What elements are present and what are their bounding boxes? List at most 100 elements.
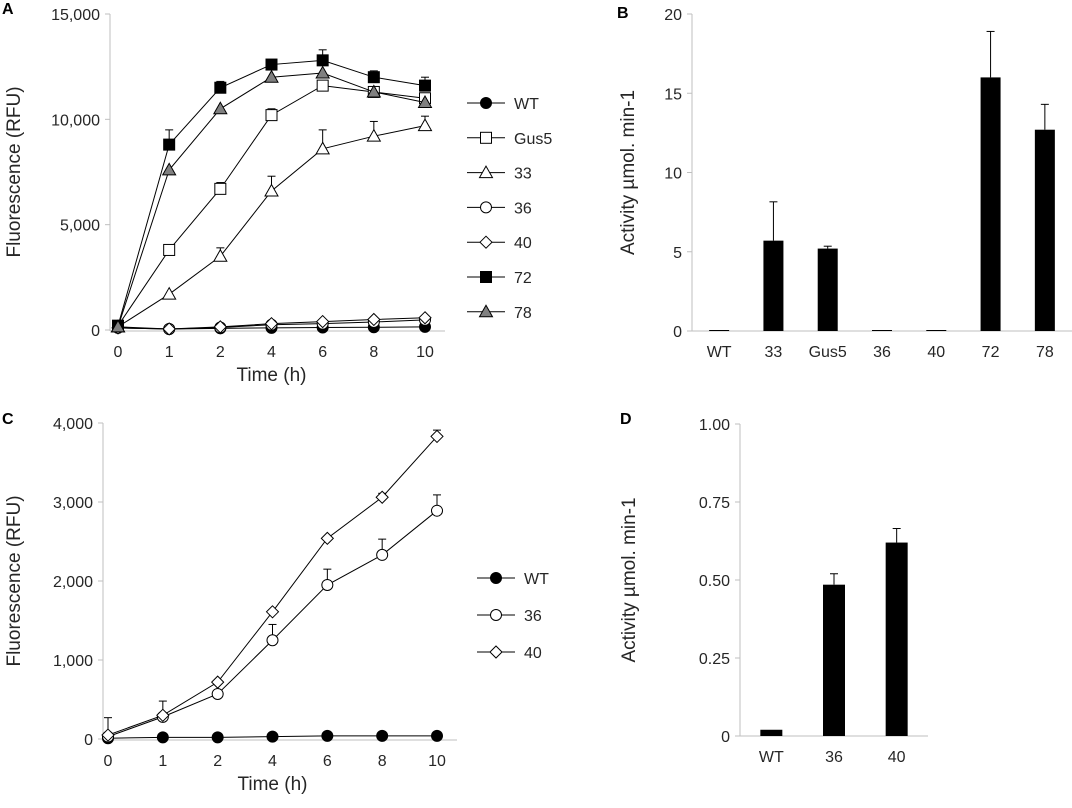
y-tick-label: 0.25 xyxy=(699,651,730,668)
data-point xyxy=(101,728,115,742)
x-tick-label: Gus5 xyxy=(809,344,847,361)
y-tick-label: 10,000 xyxy=(51,112,100,129)
series-line xyxy=(107,436,438,736)
legend-label: Gus5 xyxy=(514,131,552,148)
data-point xyxy=(367,71,380,84)
y-tick-label: 0.75 xyxy=(699,495,730,512)
bar-gus5 xyxy=(817,245,838,331)
bar xyxy=(817,248,838,331)
bar-33 xyxy=(763,201,784,331)
data-point xyxy=(266,634,279,647)
y-tick-label: 0 xyxy=(721,729,730,746)
data-point xyxy=(214,81,227,94)
panel-letter-d: D xyxy=(620,411,632,428)
x-tick-label: 6 xyxy=(318,344,327,361)
x-tick-label: 2 xyxy=(216,344,225,361)
bar xyxy=(980,77,1001,332)
bar-78 xyxy=(1034,103,1055,331)
data-point xyxy=(315,314,330,329)
series-78 xyxy=(110,65,433,333)
data-point xyxy=(214,182,227,195)
data-point xyxy=(210,675,225,689)
legend-marker xyxy=(480,271,492,283)
bar xyxy=(760,729,783,736)
bar-36 xyxy=(823,573,845,736)
y-tick-label: 1,000 xyxy=(53,653,93,670)
data-point xyxy=(161,162,177,176)
bar xyxy=(823,584,845,736)
data-point xyxy=(376,729,389,742)
bar xyxy=(1034,129,1055,331)
legend-item: 40 xyxy=(467,235,532,252)
data-point xyxy=(212,248,228,262)
legend-marker xyxy=(490,572,502,584)
y-tick-label: 0 xyxy=(673,324,682,341)
legend-label: WT xyxy=(524,571,549,588)
legend-label: 72 xyxy=(514,270,532,287)
legend-item: WT xyxy=(467,96,539,113)
legend-item: 78 xyxy=(467,304,532,322)
x-tick-label: 2 xyxy=(213,753,222,770)
x-axis-title: Time (h) xyxy=(237,774,307,795)
bar-wt xyxy=(760,729,783,736)
data-point xyxy=(265,605,280,619)
panel-b-bar-chart: 0 5 10 15 20 WT 33 Gus5 36 40 72 78 Activity µmol. m… xyxy=(618,7,1072,361)
legend-item: 36 xyxy=(477,608,542,625)
legend-marker xyxy=(478,165,494,179)
data-point xyxy=(431,729,443,742)
panel-letter-b: B xyxy=(617,5,629,22)
y-axis-title: Activity µmol. min-1 xyxy=(618,90,639,255)
x-tick-label: 8 xyxy=(369,344,378,361)
y-tick-label: 0.50 xyxy=(699,573,730,590)
data-point xyxy=(163,138,176,151)
data-point xyxy=(417,94,433,108)
x-tick-label: 78 xyxy=(1036,344,1054,361)
bar xyxy=(709,330,730,331)
data-point xyxy=(430,429,444,444)
legend-label: 33 xyxy=(514,166,532,183)
data-point xyxy=(265,58,278,71)
x-tick-label: 36 xyxy=(825,749,843,766)
data-point xyxy=(419,79,431,92)
x-axis-title: Time (h) xyxy=(236,365,306,386)
y-tick-label: 10 xyxy=(664,166,682,183)
y-axis-title: Activity µmol. min-1 xyxy=(619,497,640,662)
data-point xyxy=(375,490,389,504)
series-gus5 xyxy=(112,79,431,332)
x-tick-label: 4 xyxy=(267,344,276,361)
data-point xyxy=(366,84,382,98)
bar-36 xyxy=(872,330,892,331)
data-point xyxy=(366,128,382,142)
legend-label: 36 xyxy=(514,200,532,217)
legend-item: Gus5 xyxy=(467,131,552,148)
x-tick-label: WT xyxy=(707,344,732,361)
data-point xyxy=(161,286,177,300)
data-point xyxy=(315,65,331,79)
x-tick-label: 72 xyxy=(982,344,1000,361)
series-40 xyxy=(101,429,444,742)
legend-marker xyxy=(480,131,492,144)
data-point xyxy=(321,578,334,591)
series-line xyxy=(117,85,426,327)
legend-item: 72 xyxy=(467,270,532,287)
legend-marker xyxy=(490,609,502,621)
data-point xyxy=(213,320,228,334)
y-tick-label: 0 xyxy=(91,323,100,340)
data-point xyxy=(162,322,176,336)
data-point xyxy=(315,141,331,155)
bar-40 xyxy=(926,330,947,331)
y-tick-label: 2,000 xyxy=(53,574,93,591)
x-tick-label: 0 xyxy=(104,753,113,770)
data-point xyxy=(316,54,329,67)
legend-label: WT xyxy=(514,96,539,113)
data-point xyxy=(264,316,279,331)
bar xyxy=(926,330,947,331)
data-point xyxy=(265,109,278,122)
data-point xyxy=(316,79,329,92)
data-point xyxy=(264,183,279,197)
data-point xyxy=(156,731,169,744)
data-point xyxy=(264,69,279,83)
panel-letter-a: A xyxy=(2,1,14,18)
legend: WT 36 40 xyxy=(477,571,549,662)
